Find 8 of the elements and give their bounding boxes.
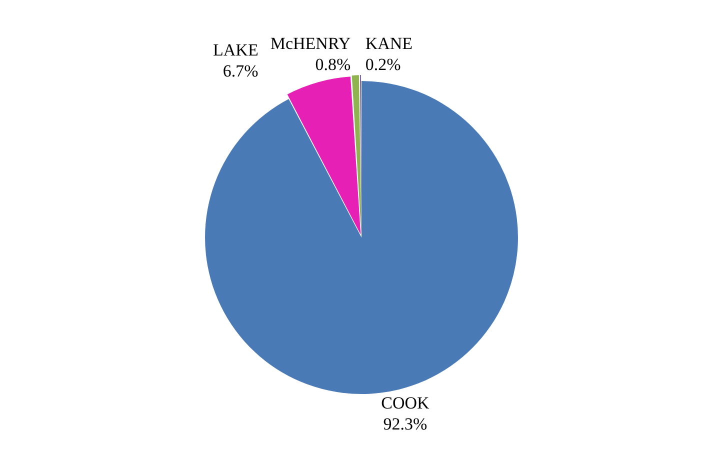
- slice-label: KANE: [365, 34, 413, 53]
- data-label: 0.2%: [365, 54, 401, 74]
- data-label: 92.3%: [383, 414, 428, 434]
- slice-label: COOK: [381, 394, 430, 413]
- slice-label: LAKE: [213, 40, 258, 60]
- data-label: 6.7%: [222, 62, 258, 81]
- slice-label: McHENRY: [270, 34, 351, 54]
- data-label: 0.8%: [315, 55, 351, 74]
